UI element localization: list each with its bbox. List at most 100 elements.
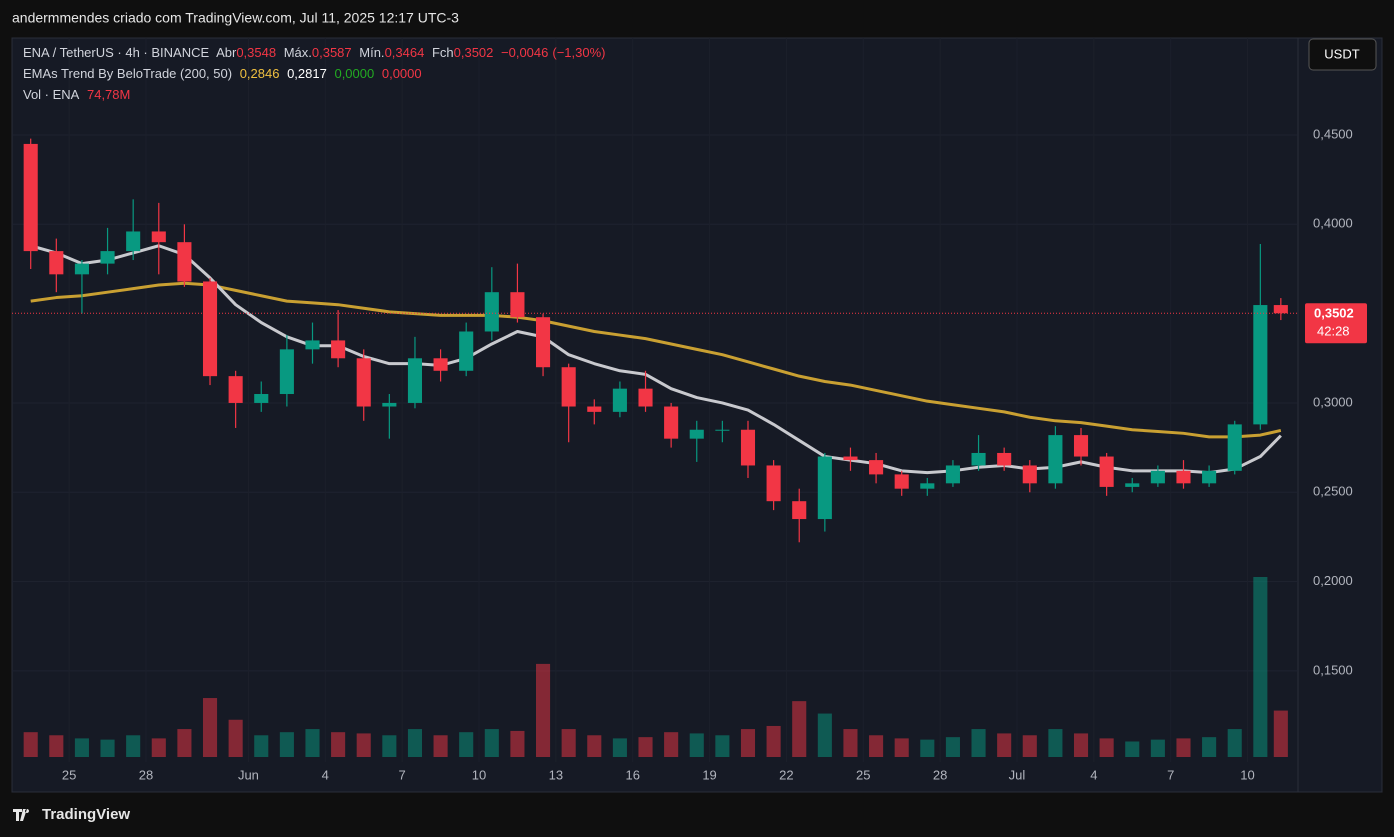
candle-body: [1125, 483, 1140, 487]
candle: [971, 435, 986, 471]
candle-body: [817, 456, 832, 520]
volume-bar: [536, 663, 551, 757]
candle-body: [587, 406, 602, 412]
ema-line: [30, 281, 1282, 439]
candle-body: [689, 429, 704, 439]
candle-body: [74, 263, 89, 275]
candle-body: [305, 340, 320, 350]
candle: [151, 202, 166, 275]
x-tick-label: Jun: [238, 767, 259, 782]
volume-bar: [664, 732, 679, 757]
y-tick-label: 0,4000: [1313, 216, 1353, 231]
candle: [1273, 298, 1288, 321]
candle: [228, 370, 243, 428]
change: −0,0046: [501, 45, 549, 60]
candle-body: [1202, 470, 1217, 484]
volume-bar: [715, 735, 730, 757]
x-tick-label: 10: [472, 767, 486, 782]
candle: [407, 336, 423, 409]
candle-body: [1099, 456, 1114, 487]
candle: [510, 263, 525, 323]
legend-indicator: EMAs Trend By BeloTrade (200, 50) 0,2846…: [23, 66, 426, 81]
candle: [561, 363, 576, 443]
candle-body: [331, 340, 346, 359]
volume-bar: [997, 733, 1012, 757]
logo-text: TradingView: [42, 806, 130, 823]
x-tick-label: 19: [702, 767, 716, 782]
volume-bar: [74, 738, 89, 757]
candle: [894, 470, 909, 496]
volume-bar: [49, 735, 64, 757]
volume-value: 74,78M: [86, 87, 131, 102]
volume-bar: [510, 730, 525, 757]
y-tick-label: 0,1500: [1313, 662, 1353, 677]
volume-bar: [1048, 729, 1063, 757]
candle: [279, 335, 294, 407]
candle: [100, 227, 115, 275]
candle: [638, 370, 653, 412]
candle: [740, 420, 756, 478]
y-tick-label: 0,2000: [1313, 573, 1353, 588]
candle: [817, 452, 832, 532]
x-tick-label: 7: [399, 767, 406, 782]
y-tick-label: 0,2500: [1313, 484, 1353, 499]
candle-body: [894, 474, 909, 489]
volume-bar: [587, 735, 602, 757]
x-tick-label: 22: [779, 767, 793, 782]
candle-body: [254, 394, 269, 403]
candle: [536, 313, 551, 377]
candle-body: [740, 429, 756, 466]
volume-bar: [23, 732, 38, 757]
candle-body: [382, 402, 397, 407]
currency-button[interactable]: [1308, 38, 1377, 71]
volume-bar: [382, 735, 397, 757]
volume-bar: [1253, 577, 1268, 757]
candle-body: [407, 358, 423, 403]
candle: [1176, 460, 1191, 489]
volume-bar: [1202, 737, 1217, 757]
candle: [49, 238, 64, 293]
candle-body: [1022, 465, 1037, 484]
candle-body: [561, 367, 576, 407]
high-value: 0,3587: [311, 45, 352, 60]
candle-body: [279, 349, 294, 395]
candle-body: [202, 281, 218, 377]
candle-body: [843, 456, 858, 461]
candle-body: [1073, 435, 1089, 457]
candle: [126, 199, 141, 261]
volume-bar: [766, 725, 781, 757]
candle-body: [971, 452, 986, 466]
candle: [433, 349, 448, 382]
x-tick-label: Jul: [1009, 767, 1026, 782]
candle-body: [1150, 470, 1165, 484]
volume-bar: [356, 733, 371, 757]
x-tick-label: 16: [625, 767, 639, 782]
candle-body: [23, 143, 38, 252]
candle-body: [945, 465, 960, 484]
chart-panel: [11, 37, 1383, 793]
volume-bar: [1125, 741, 1140, 757]
volume-bar: [1227, 729, 1242, 757]
candle-body: [638, 388, 653, 407]
candle: [1150, 465, 1165, 487]
high-label: Máx.: [283, 45, 312, 60]
x-tick-label: 28: [933, 767, 947, 782]
volume-bar: [228, 719, 243, 757]
x-tick-label: 28: [139, 767, 153, 782]
volume-bar: [792, 701, 807, 757]
candle: [587, 399, 602, 425]
volume-bar: [100, 739, 115, 757]
candle: [1253, 243, 1268, 430]
volume-bar: [1022, 735, 1037, 757]
volume-bar: [331, 732, 346, 757]
volume-bar: [689, 733, 704, 757]
change-pct: (−1,30%): [552, 45, 606, 60]
volume-bar: [638, 737, 653, 757]
x-tick-label: 25: [856, 767, 870, 782]
volume-bar: [151, 738, 166, 757]
volume-bar: [126, 735, 141, 757]
candle: [945, 460, 960, 487]
candle-body: [356, 358, 371, 407]
candle: [997, 447, 1012, 471]
candle-body: [177, 242, 192, 282]
